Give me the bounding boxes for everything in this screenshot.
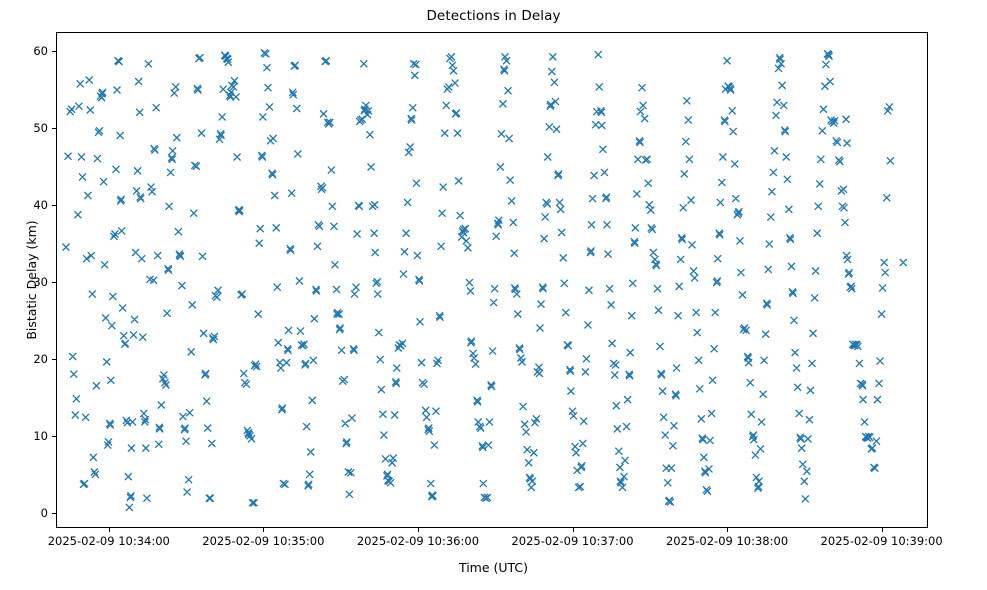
y-tick-label: 50 (33, 121, 48, 136)
x-tick-mark (417, 528, 420, 532)
x-tick-mark (263, 528, 265, 532)
y-tick-label: 60 (33, 44, 48, 59)
y-tick-label: 30 (33, 275, 48, 290)
x-axis-label: Time (UTC) (458, 560, 529, 575)
x-tick-label: 2025-02-09 10:35:00 (202, 534, 325, 548)
y-axis-tick-marks (52, 32, 57, 528)
x-axis-tick-labels: 2025-02-09 10:34:00 2025-02-09 10:35:00 20… (0, 534, 987, 554)
y-axis-label: Bistatic Delay (km) (24, 220, 39, 340)
y-tick-mark (52, 513, 56, 515)
scatter-marker-set (62, 49, 908, 512)
x-tick-mark (881, 528, 883, 532)
y-tick-mark (52, 436, 56, 438)
x-tick-mark (727, 528, 729, 532)
x-tick-label: 2025-02-09 10:36:00 (356, 534, 480, 548)
y-tick-mark (52, 205, 56, 207)
y-tick-mark (52, 282, 56, 284)
x-tick-mark (572, 528, 574, 532)
y-tick-mark (52, 128, 56, 130)
y-tick-mark (52, 359, 56, 361)
y-tick-label: 20 (33, 352, 48, 367)
y-tick-label: 0 (40, 506, 48, 521)
y-tick-mark (52, 51, 56, 53)
x-tick-label: 2025-02-09 10:38:00 (665, 534, 789, 548)
scatter-series (62, 49, 908, 512)
x-tick-label: 2025-02-09 10:34:00 (47, 534, 170, 548)
x-axis-tick-marks (56, 528, 928, 534)
page-title: Detections in Delay (426, 8, 561, 24)
x-tick-label: 2025-02-09 10:39:00 (820, 534, 943, 548)
x-tick-mark (108, 528, 110, 532)
x-tick-label: 2025-02-09 10:37:00 (511, 534, 634, 548)
plot-axes-frame (56, 32, 928, 528)
y-tick-label: 40 (33, 198, 48, 213)
y-tick-label: 10 (33, 429, 48, 444)
y-axis-tick-labels: 0 10 20 30 40 50 60 (0, 32, 48, 528)
